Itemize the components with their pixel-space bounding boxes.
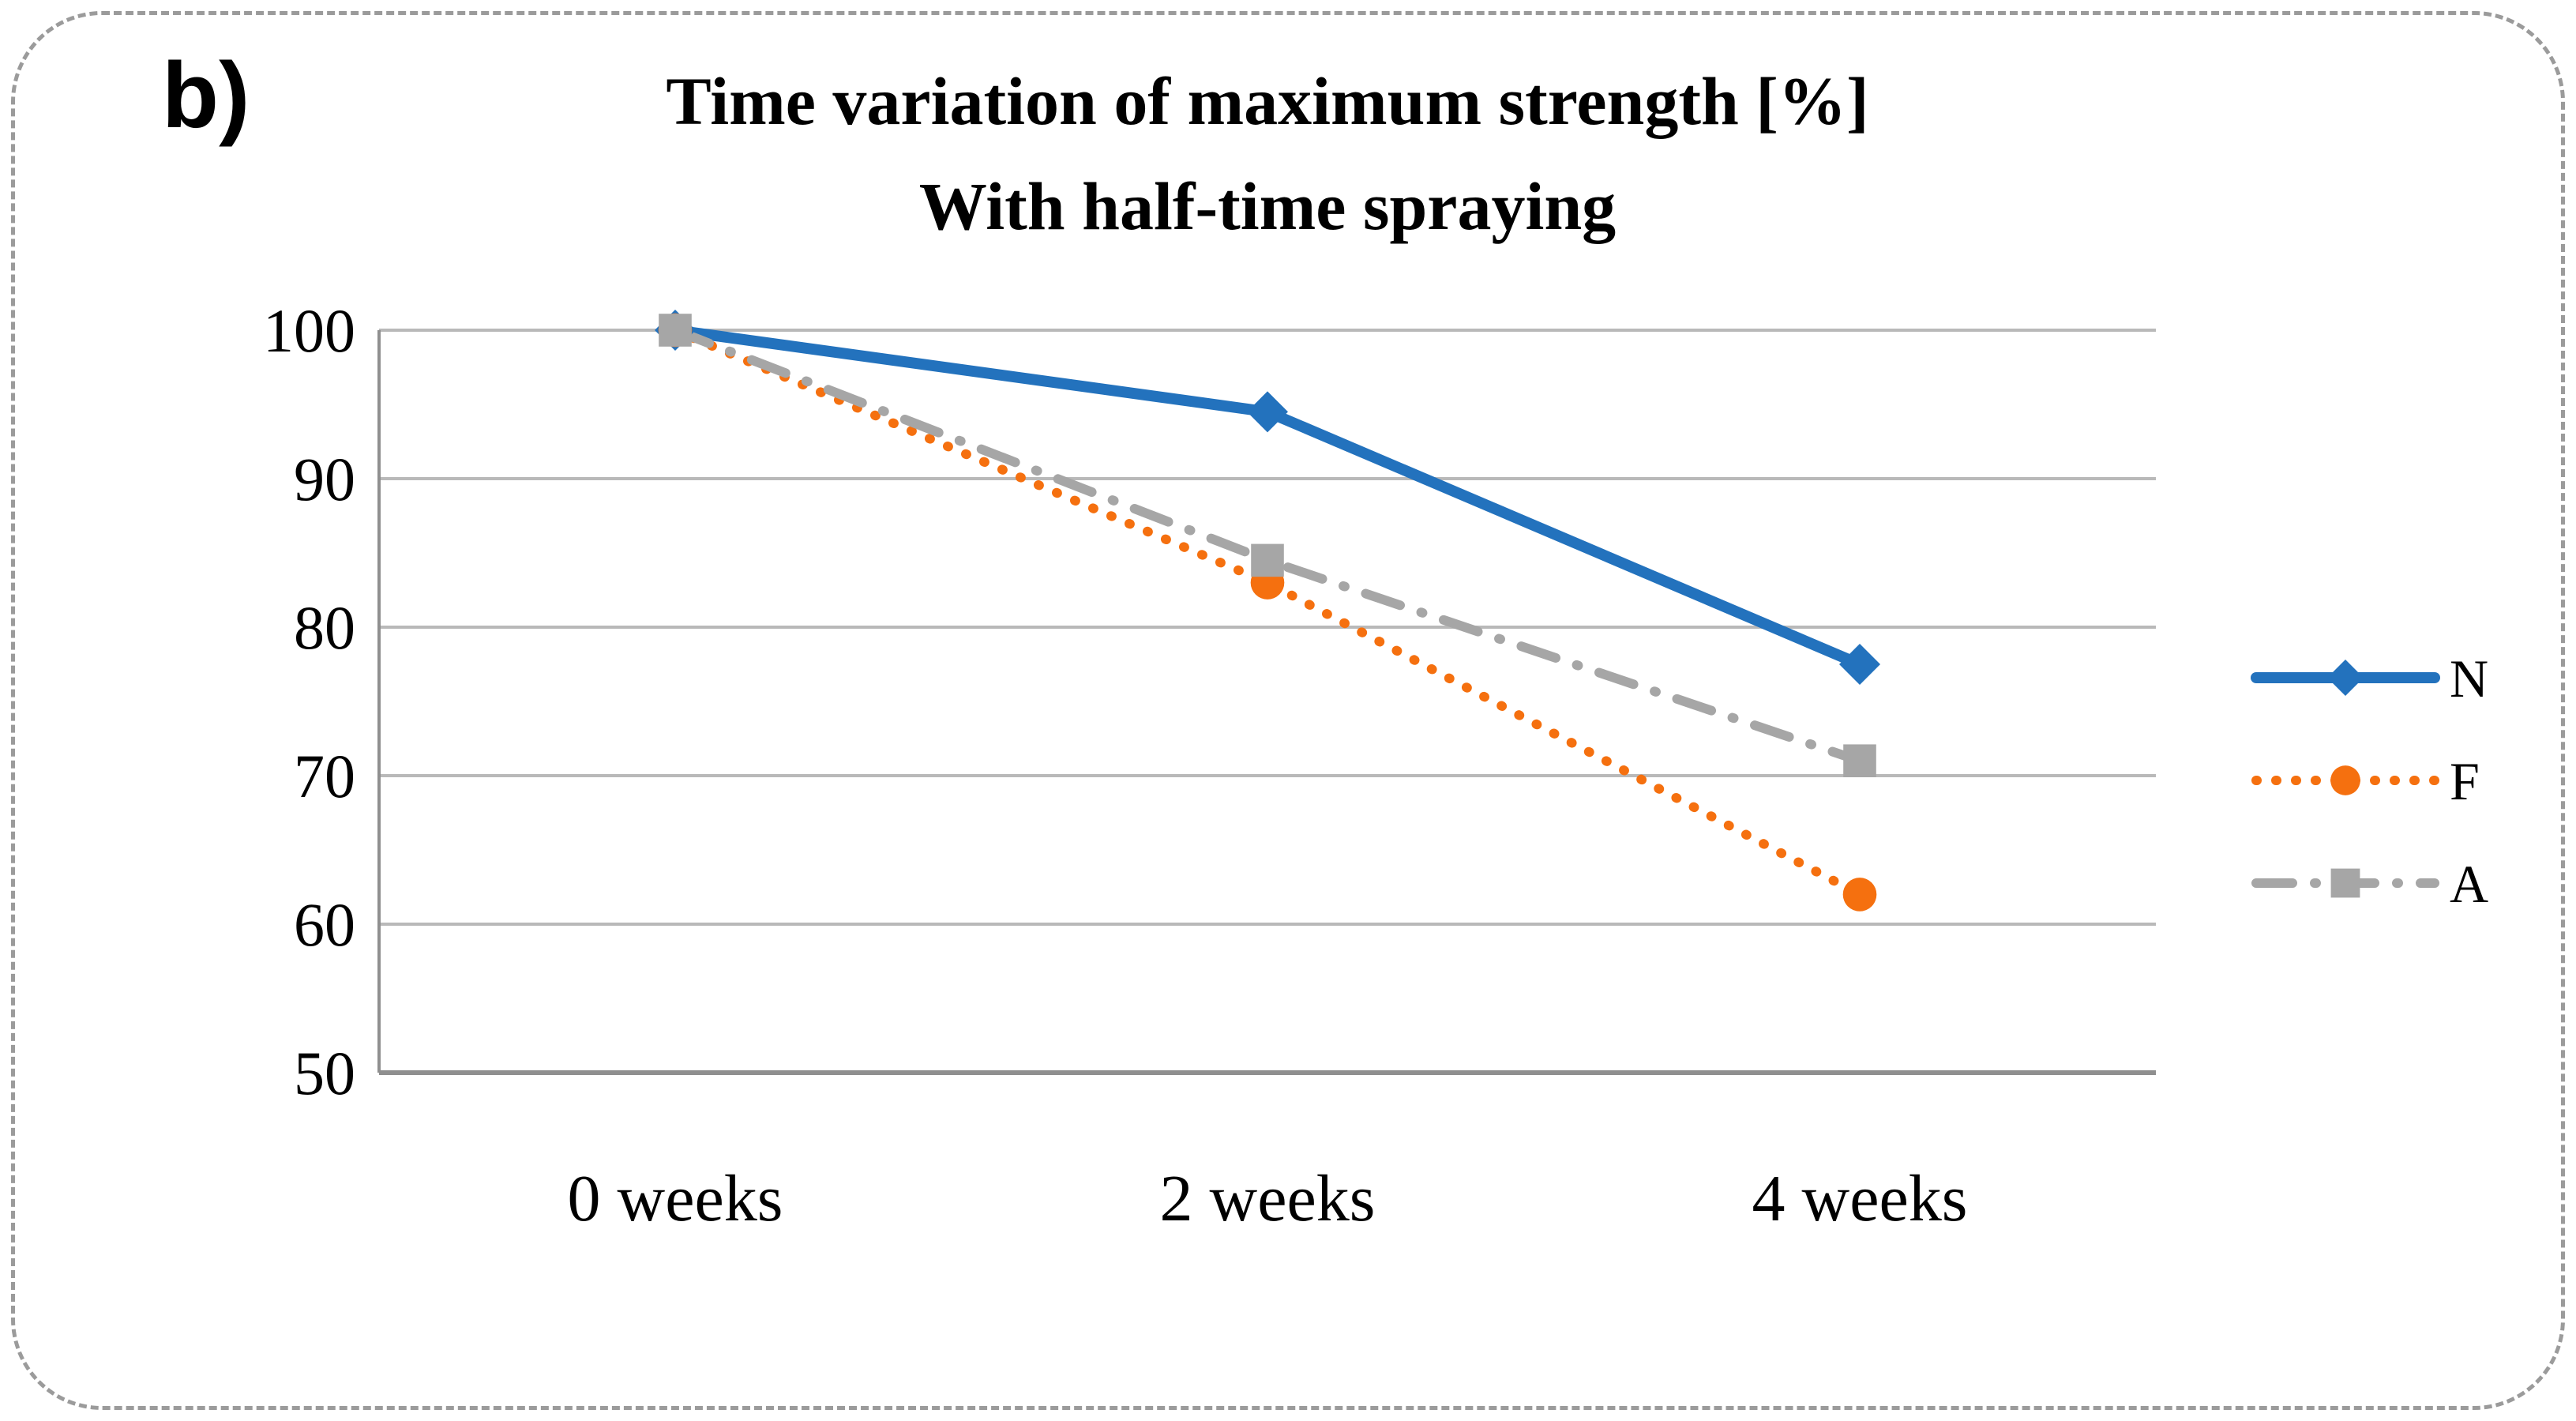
legend-F-marker-circle <box>2330 765 2360 795</box>
y-axis-tick-label: 60 <box>294 890 355 959</box>
legend-A-marker-square <box>2330 868 2360 898</box>
y-axis-tick-label: 70 <box>294 742 355 810</box>
chart-subtitle: With half-time spraying <box>918 168 1617 245</box>
series-F-line <box>670 325 1864 900</box>
series-A-marker-square <box>1843 744 1876 777</box>
legend-F-label: F <box>2450 751 2480 811</box>
series-A-marker-square <box>1251 543 1284 577</box>
series-N-marker-diamond <box>1839 644 1880 685</box>
series-A-marker-square <box>659 314 692 347</box>
y-axis-tick-label: 90 <box>294 445 355 513</box>
series-N-marker-diamond <box>1247 391 1288 433</box>
series-F-marker-circle <box>1842 878 1877 912</box>
legend-A-label: A <box>2450 854 2488 914</box>
legend-N-marker-diamond <box>2327 660 2364 696</box>
chart-title: Time variation of maximum strength [%] <box>666 63 1869 139</box>
x-axis-tick-label: 4 weeks <box>1752 1162 1968 1235</box>
x-axis-tick-label: 0 weeks <box>568 1162 783 1235</box>
chart-title-block: Time variation of maximum strength [%] W… <box>379 49 2156 260</box>
y-axis-tick-label: 50 <box>294 1039 355 1107</box>
legend-N-label: N <box>2450 648 2488 709</box>
panel-label: b) <box>162 43 250 148</box>
series-N-line <box>670 325 1865 670</box>
x-axis-tick-label: 2 weeks <box>1160 1162 1376 1235</box>
y-axis-tick-label: 100 <box>263 296 355 365</box>
y-axis-tick-label: 80 <box>294 593 355 662</box>
